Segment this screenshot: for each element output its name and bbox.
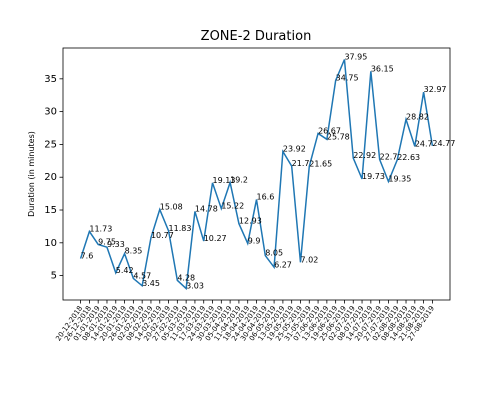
- data-label: 7.6: [81, 252, 94, 261]
- data-label: 8.05: [265, 249, 283, 258]
- data-label: 3.45: [142, 279, 160, 288]
- data-label: 16.6: [257, 193, 275, 202]
- data-label: 8.35: [125, 247, 143, 256]
- data-label: 21.7: [292, 159, 310, 168]
- data-label: 7.02: [300, 255, 318, 264]
- data-label: 19.35: [388, 174, 411, 183]
- data-label: 26.67: [318, 126, 341, 135]
- data-label: 24.7: [415, 139, 433, 148]
- data-label: 4.28: [177, 273, 195, 282]
- data-label: 32.97: [424, 85, 447, 94]
- data-label: 28.82: [406, 112, 429, 121]
- data-label: 9.9: [248, 236, 261, 245]
- y-tick-label: 15: [44, 205, 57, 216]
- data-label: 4.57: [133, 271, 151, 280]
- data-label: 21.65: [309, 159, 332, 168]
- data-label: 15.22: [221, 202, 244, 211]
- data-label: 19.2: [230, 175, 248, 184]
- data-label: 10.77: [151, 231, 174, 240]
- data-label: 19.73: [362, 172, 385, 181]
- data-label: 24.77: [432, 139, 455, 148]
- data-label: 9.75: [98, 237, 116, 246]
- data-label: 14.78: [195, 204, 218, 213]
- data-label: 6.27: [274, 260, 292, 269]
- data-label: 11.83: [169, 224, 192, 233]
- data-label: 23.92: [283, 145, 306, 154]
- data-label: 15.08: [160, 202, 183, 211]
- data-label: 22.92: [353, 151, 376, 160]
- y-tick-label: 25: [44, 139, 57, 150]
- data-label: 11.73: [89, 224, 112, 233]
- y-tick-label: 30: [44, 107, 57, 118]
- data-label: 34.75: [336, 73, 359, 82]
- data-label: 10.27: [204, 234, 227, 243]
- y-axis-label: Duration (in minutes): [27, 131, 36, 217]
- data-label: 22.63: [397, 153, 420, 162]
- line: [79, 59, 434, 291]
- data-label: 22.7: [380, 153, 398, 162]
- data-label: 19.13: [213, 176, 236, 185]
- data-label: 5.42: [116, 266, 134, 275]
- chart-title: ZONE-2 Duration: [201, 29, 312, 44]
- data-label: 37.95: [344, 52, 367, 61]
- data-label: 3.03: [186, 282, 204, 291]
- data-label: 12.93: [239, 217, 262, 226]
- y-tick-label: 35: [44, 74, 57, 85]
- y-tick-label: 10: [44, 238, 57, 249]
- data-label: 36.15: [371, 64, 394, 73]
- y-tick-label: 20: [44, 172, 57, 183]
- data-label: 9.33: [107, 240, 125, 249]
- y-tick-label: 5: [51, 271, 57, 282]
- data-label: 25.78: [327, 132, 350, 141]
